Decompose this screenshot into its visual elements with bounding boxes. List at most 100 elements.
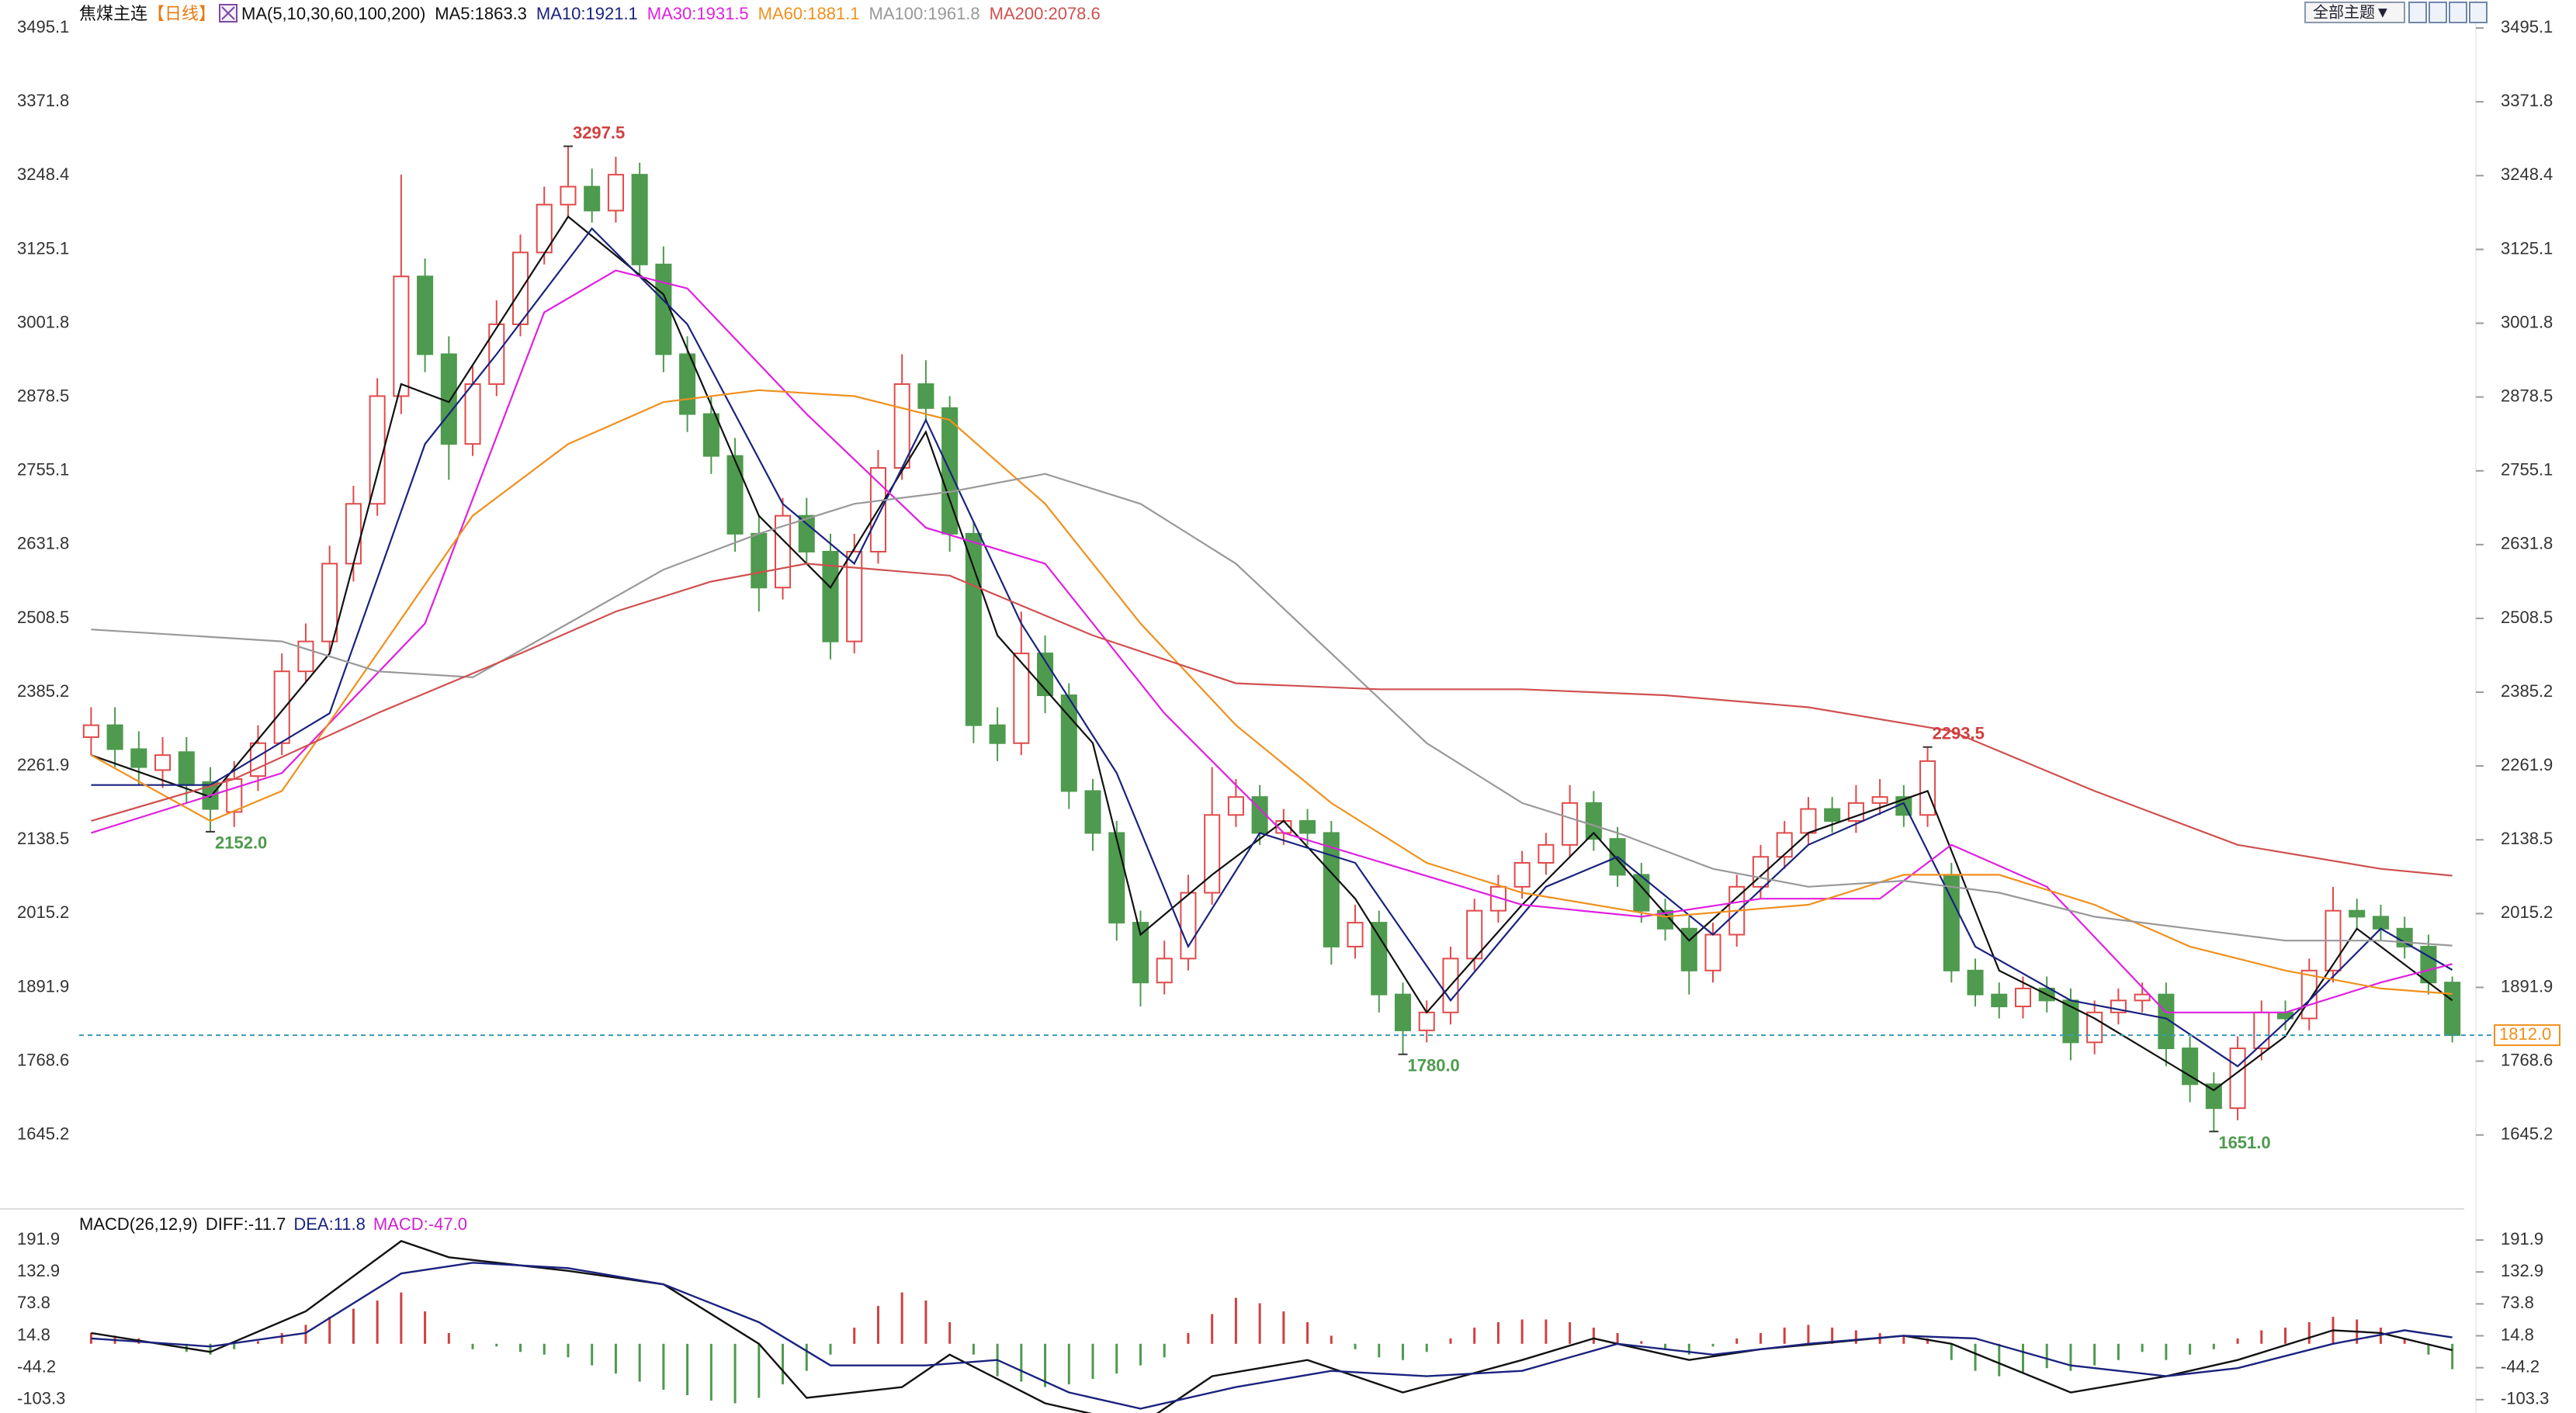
plot-area xyxy=(89,1240,2454,1413)
candle-body xyxy=(1680,927,1697,971)
candle-body xyxy=(1847,802,1864,822)
candle-body xyxy=(1824,808,1841,822)
candle-body xyxy=(297,640,314,673)
candle-body xyxy=(2205,1083,2222,1110)
y-tick-label: 14.8 xyxy=(17,1325,50,1344)
y-tick-label-right: 3125.1 xyxy=(2501,238,2553,258)
extreme-label: 3297.5 xyxy=(573,123,625,142)
y-tick-label-right: 3248.4 xyxy=(2501,165,2553,184)
legend-entry: MA100:1961.8 xyxy=(869,4,980,23)
theme-button[interactable] xyxy=(2304,2,2405,23)
legend-entry: MA5:1863.3 xyxy=(435,4,527,23)
candle-body xyxy=(154,754,172,771)
y-tick-label: 2138.5 xyxy=(17,829,69,848)
plot-area xyxy=(82,146,2461,1132)
candle-body xyxy=(321,563,338,642)
candle-body xyxy=(1657,909,1674,930)
y-tick-label: 132.9 xyxy=(17,1261,60,1280)
candle-body xyxy=(2182,1048,2199,1086)
candle-body xyxy=(607,174,624,212)
candle-body xyxy=(1704,933,1721,971)
y-tick-label: 3001.8 xyxy=(17,312,69,331)
y-tick-label: 2631.8 xyxy=(17,534,69,553)
candle-body xyxy=(846,550,863,642)
extreme-label: 1651.0 xyxy=(2218,1133,2270,1152)
legend-entry: MA200:2078.6 xyxy=(990,4,1101,23)
candle-body xyxy=(1418,1011,1435,1031)
candle-body xyxy=(2229,1048,2246,1110)
y-tick-label: 3125.1 xyxy=(17,238,69,258)
extreme-label: 2293.5 xyxy=(1933,724,1985,743)
candle-body xyxy=(1084,790,1101,834)
ma-line xyxy=(91,1262,2453,1410)
candle-body xyxy=(1394,993,1412,1031)
y-tick-label-right: 1645.2 xyxy=(2501,1124,2553,1144)
y-tick-label-right: 2631.8 xyxy=(2501,534,2553,553)
theme-button-label[interactable]: 全部主题▼ xyxy=(2313,3,2391,21)
candle-body xyxy=(560,185,577,206)
y-tick-label: 1768.6 xyxy=(17,1050,69,1069)
candle-body xyxy=(440,353,457,445)
candle-body xyxy=(822,550,839,642)
y-tick-label: 191.9 xyxy=(17,1229,60,1248)
ma-line xyxy=(91,227,2453,1068)
legend-entry: MACD:-47.0 xyxy=(373,1214,467,1234)
candle-body xyxy=(989,724,1006,744)
ma-line xyxy=(91,269,2453,1013)
toolbar-icon[interactable] xyxy=(2449,2,2467,23)
y-tick-label: 2755.1 xyxy=(17,460,69,480)
chart-title: 焦煤主连【日线】 xyxy=(79,4,216,23)
y-tick-label: 73.8 xyxy=(17,1293,50,1312)
candle-body xyxy=(1991,993,2008,1008)
macd-legend: MACD(26,12,9) DIFF:-11.7 DEA:11.8 MACD:-47.… xyxy=(79,1214,467,1234)
candle-body xyxy=(1776,832,1793,858)
candle-body xyxy=(631,174,648,265)
candle-body xyxy=(1156,958,1173,984)
candle-body xyxy=(1562,802,1579,846)
candle-body xyxy=(751,532,768,589)
candle-body xyxy=(1585,802,1602,840)
legend-entry: MA10:1921.1 xyxy=(536,4,638,23)
candle-body xyxy=(1013,653,1030,744)
legend-entry: DEA:11.8 xyxy=(293,1214,366,1234)
macd-title: MACD(26,12,9) xyxy=(79,1214,198,1234)
ma-line xyxy=(91,473,2453,947)
legend: MA(5,10,30,60,100,200) MA5:1863.3 MA10:192… xyxy=(241,4,1101,23)
extreme-label: 1780.0 xyxy=(1408,1056,1460,1075)
candle-body xyxy=(2253,1011,2270,1050)
y-tick-label-right: 3495.1 xyxy=(2501,17,2553,36)
y-tick-label: 3495.1 xyxy=(17,17,69,36)
candle-body xyxy=(178,751,195,786)
candle-body xyxy=(1204,814,1221,894)
y-tick-label-right: -103.3 xyxy=(2501,1389,2549,1408)
candle-body xyxy=(726,455,744,535)
last-price-label: 1812.0 xyxy=(2499,1024,2551,1044)
y-tick-label: -103.3 xyxy=(17,1389,65,1408)
candle-body xyxy=(584,185,601,212)
period: 【日线】 xyxy=(147,4,216,23)
candle-body xyxy=(2372,916,2389,930)
legend-entry: MA60:1881.1 xyxy=(758,4,860,23)
last-price-box xyxy=(2494,1024,2560,1047)
candle-body xyxy=(1538,843,1555,864)
candle-body xyxy=(2396,927,2413,947)
toolbar-icon[interactable] xyxy=(2469,2,2488,23)
legend-entry: MA30:1931.5 xyxy=(647,4,749,23)
legend-entry: DIFF:-11.7 xyxy=(206,1214,286,1234)
ma-params: MA(5,10,30,60,100,200) xyxy=(241,4,425,23)
candle-body xyxy=(1466,909,1483,960)
y-tick-label: -44.2 xyxy=(17,1356,56,1376)
toolbar-icon[interactable] xyxy=(2429,2,2447,23)
candle-body xyxy=(393,275,410,397)
y-tick-label-right: 191.9 xyxy=(2501,1229,2543,1248)
ma-line xyxy=(91,563,2453,877)
candle-body xyxy=(106,724,123,750)
y-tick-label: 2878.5 xyxy=(17,386,69,405)
y-tick-label-right: 2385.2 xyxy=(2501,681,2553,701)
toolbar-icon[interactable] xyxy=(2408,2,2427,23)
y-tick-label-right: -44.2 xyxy=(2501,1356,2540,1376)
y-tick-label-right: 1891.9 xyxy=(2501,976,2553,996)
candle-body xyxy=(917,383,934,409)
candle-body xyxy=(1513,861,1531,888)
y-tick-label-right: 2755.1 xyxy=(2501,460,2553,480)
